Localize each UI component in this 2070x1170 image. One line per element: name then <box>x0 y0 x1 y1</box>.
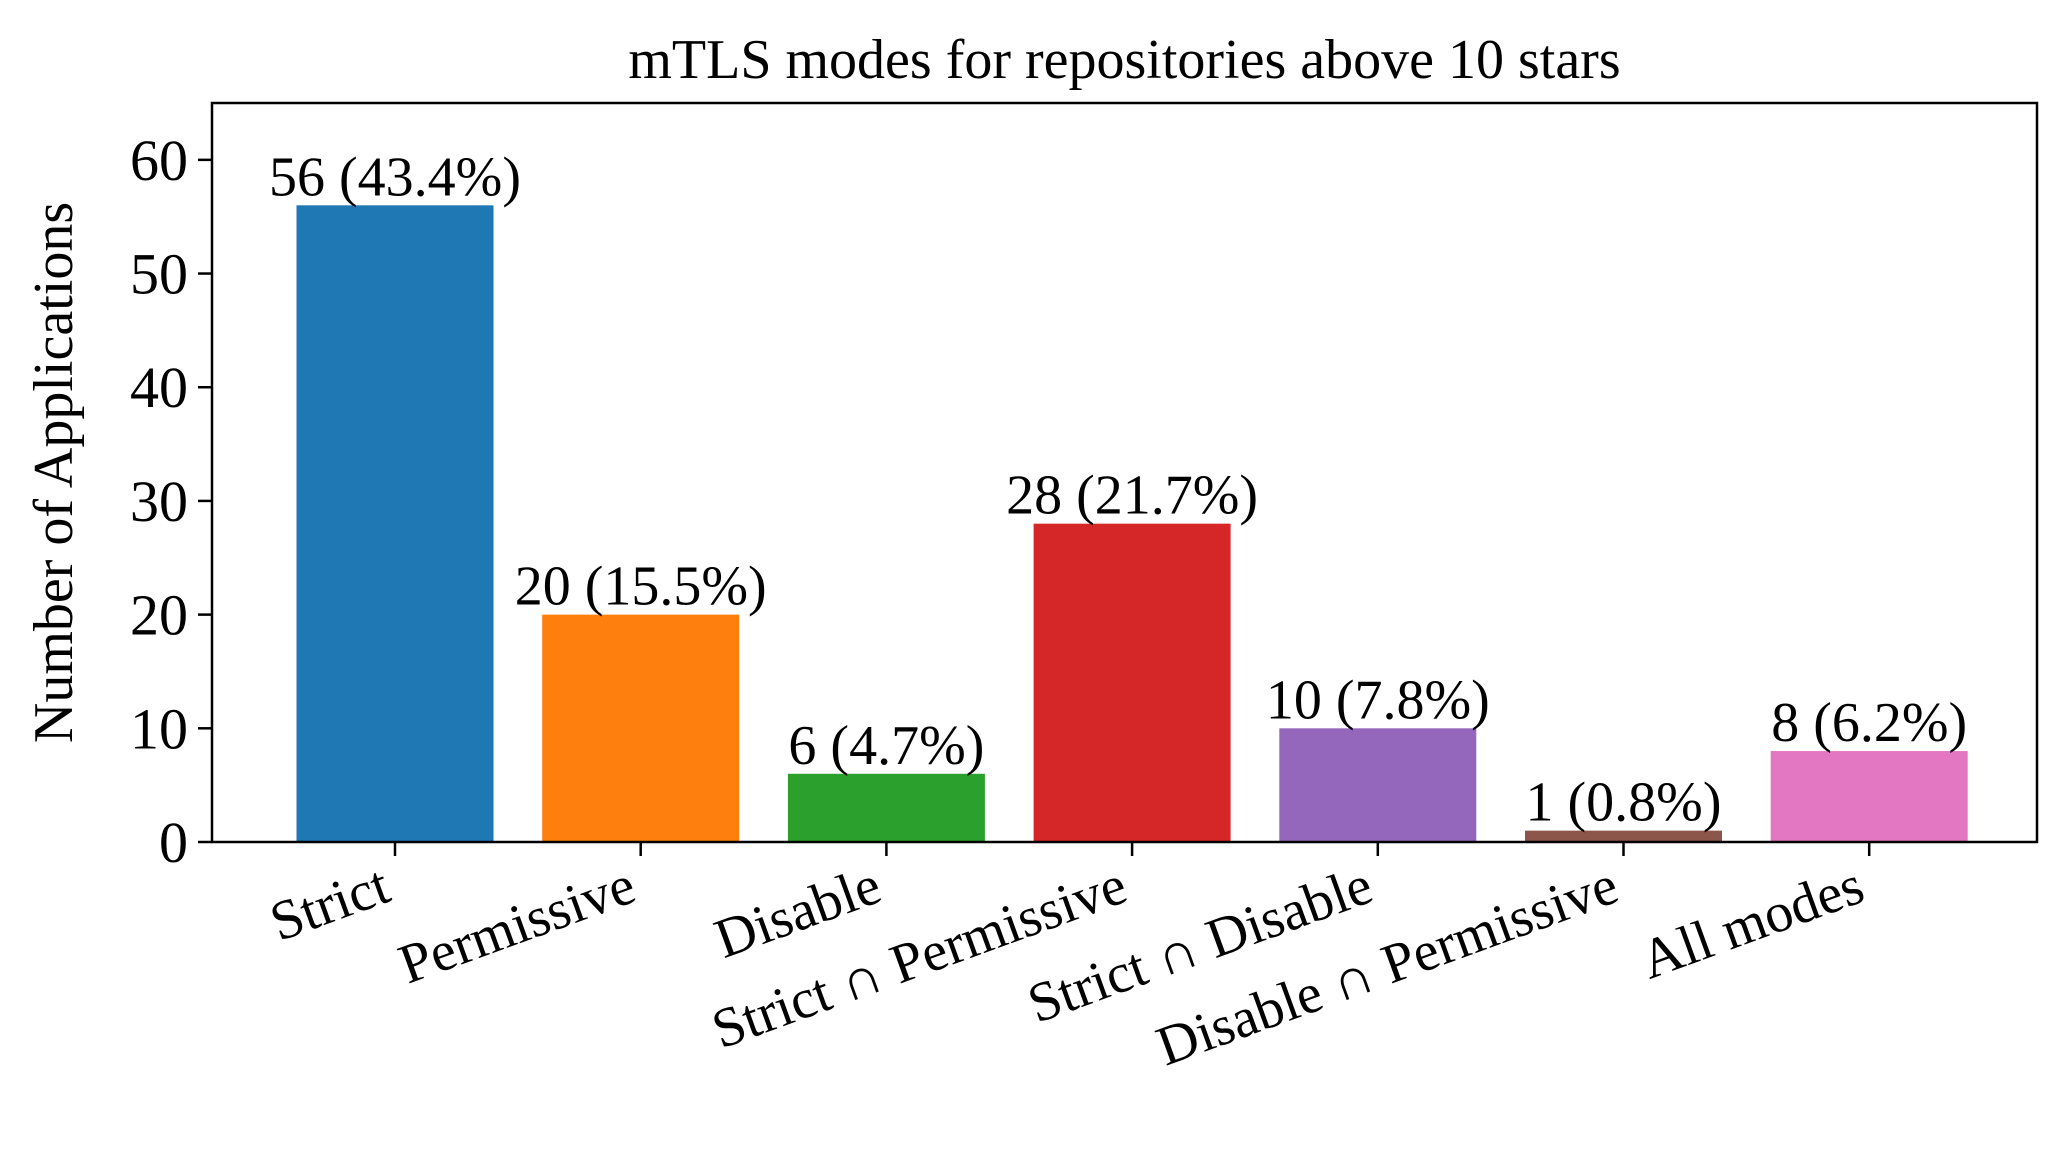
data-label-permissive: 20 (15.5%) <box>515 556 767 618</box>
y-axis-label: Number of Applications <box>23 202 85 743</box>
bar-disable-and-permissive <box>1525 830 1722 842</box>
data-label-strict-and-permissive: 28 (21.7%) <box>1006 465 1258 527</box>
y-tick-label: 40 <box>130 355 188 420</box>
bar-all-modes <box>1770 751 1968 842</box>
x-tick-label-strict: Strict <box>262 854 398 954</box>
y-axis-ticks: 0 10 20 30 40 50 60 <box>130 128 212 875</box>
data-label-disable: 6 (4.7%) <box>788 715 984 777</box>
x-tick-label-all-modes: All modes <box>1633 854 1872 992</box>
bar-permissive <box>542 614 740 842</box>
chart-title: mTLS modes for repositories above 10 sta… <box>628 29 1620 91</box>
data-label-strict-and-disable: 10 (7.8%) <box>1266 669 1490 731</box>
bar-strict-and-permissive <box>1033 523 1231 842</box>
data-label-disable-and-permissive: 1 (0.8%) <box>1526 772 1722 834</box>
y-tick-label: 10 <box>130 696 188 761</box>
data-labels-group: 56 (43.4%) 20 (15.5%) 6 (4.7%) 28 (21.7%) 10… <box>269 146 1967 833</box>
plot-frame <box>210 101 2039 844</box>
y-tick-label: 30 <box>130 469 188 534</box>
x-tick-label-strict-and-permissive: Strict ∩ Permissive <box>704 854 1134 1061</box>
y-tick-label: 60 <box>130 128 188 193</box>
bar-disable <box>787 773 985 842</box>
data-label-all-modes: 8 (6.2%) <box>1771 692 1967 754</box>
bars-group <box>296 205 1968 843</box>
data-label-strict: 56 (43.4%) <box>269 146 521 208</box>
bar-strict <box>296 205 494 843</box>
x-tick-label-permissive: Permissive <box>391 854 643 996</box>
y-tick-label: 20 <box>130 583 188 648</box>
y-tick-label: 0 <box>159 810 188 875</box>
y-tick-label: 50 <box>130 242 188 307</box>
bar-strict-and-disable <box>1279 728 1477 842</box>
